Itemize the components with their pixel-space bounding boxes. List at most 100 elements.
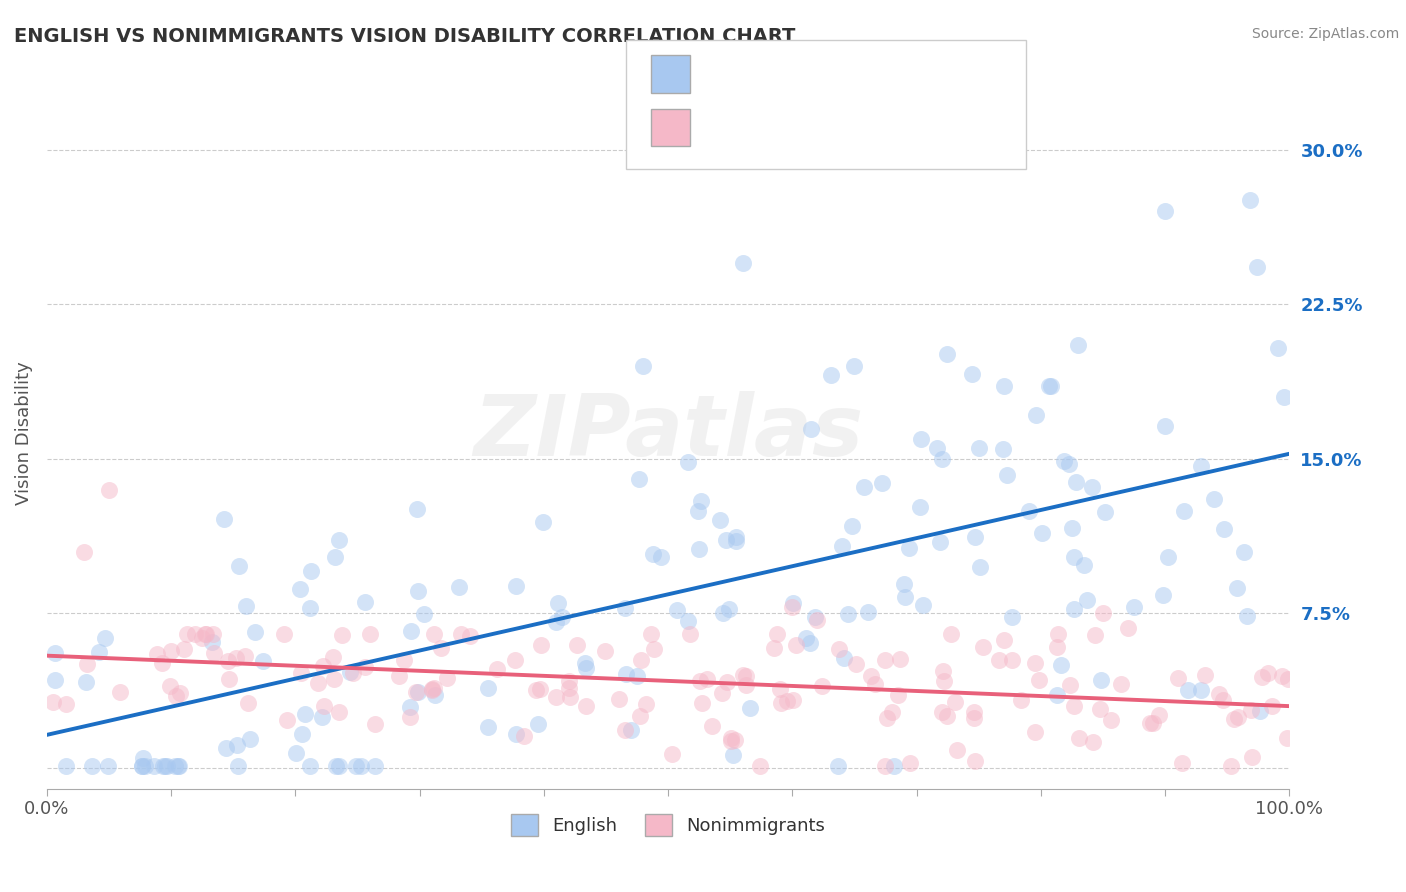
Point	[931, 452, 953, 467]
Point	[311, 710, 333, 724]
Point	[782, 600, 804, 615]
Point	[565, 638, 588, 652]
Point	[152, 759, 174, 773]
Point	[388, 669, 411, 683]
Point	[513, 729, 536, 743]
Point	[202, 646, 225, 660]
Point	[156, 759, 179, 773]
Point	[1062, 521, 1084, 535]
Point	[832, 651, 855, 665]
Point	[290, 665, 312, 680]
Text: Source: ZipAtlas.com: Source: ZipAtlas.com	[1251, 27, 1399, 41]
Point	[420, 681, 443, 696]
Point	[723, 732, 745, 747]
Point	[1053, 453, 1076, 467]
Point	[153, 759, 176, 773]
Point	[720, 731, 742, 746]
Point	[176, 627, 198, 641]
Point	[689, 673, 711, 688]
Point	[692, 696, 714, 710]
Point	[82, 759, 104, 773]
Point	[143, 759, 166, 773]
Point	[217, 654, 239, 668]
Point	[626, 668, 648, 682]
Point	[628, 473, 651, 487]
Point	[228, 558, 250, 573]
Point	[1067, 338, 1090, 352]
Point	[558, 673, 581, 688]
Point	[1025, 409, 1047, 423]
Point	[634, 697, 657, 711]
Point	[55, 759, 77, 773]
Point	[73, 544, 96, 558]
Point	[364, 717, 387, 731]
Point	[897, 541, 920, 556]
Point	[614, 667, 637, 681]
Point	[1261, 699, 1284, 714]
Point	[1024, 656, 1046, 670]
Point	[243, 625, 266, 640]
Point	[661, 747, 683, 761]
Point	[1167, 671, 1189, 685]
Point	[945, 743, 967, 757]
Point	[725, 531, 748, 545]
Point	[330, 628, 353, 642]
Point	[477, 681, 499, 695]
Point	[342, 665, 364, 680]
Point	[1073, 558, 1095, 572]
Point	[1240, 703, 1263, 717]
Point	[527, 717, 550, 731]
Point	[160, 644, 183, 658]
Point	[312, 699, 335, 714]
Point	[486, 662, 509, 676]
Point	[159, 679, 181, 693]
Point	[936, 708, 959, 723]
Point	[322, 672, 344, 686]
Point	[1063, 698, 1085, 713]
Point	[574, 656, 596, 670]
Point	[1046, 627, 1069, 641]
Point	[1157, 549, 1180, 564]
Point	[910, 432, 932, 446]
Point	[524, 682, 547, 697]
Point	[963, 711, 986, 725]
Point	[273, 627, 295, 641]
Point	[1010, 693, 1032, 707]
Point	[1249, 704, 1271, 718]
Point	[678, 614, 700, 628]
Point	[941, 627, 963, 641]
Point	[800, 422, 823, 436]
Point	[738, 701, 761, 715]
Point	[173, 642, 195, 657]
Point	[1212, 693, 1234, 707]
Point	[718, 601, 741, 615]
Point	[1154, 204, 1177, 219]
Point	[782, 596, 804, 610]
Point	[630, 653, 652, 667]
Point	[880, 705, 903, 719]
Point	[399, 624, 422, 638]
Point	[678, 455, 700, 469]
Point	[201, 627, 224, 641]
Point	[1251, 670, 1274, 684]
Point	[931, 706, 953, 720]
Point	[353, 659, 375, 673]
Point	[1171, 756, 1194, 770]
Point	[413, 607, 436, 621]
Text: ENGLISH VS NONIMMIGRANTS VISION DISABILITY CORRELATION CHART: ENGLISH VS NONIMMIGRANTS VISION DISABILI…	[14, 27, 796, 45]
Point	[1069, 731, 1091, 745]
Point	[640, 627, 662, 641]
Point	[328, 706, 350, 720]
Point	[620, 723, 643, 738]
Point	[876, 711, 898, 725]
Point	[1240, 750, 1263, 764]
Point	[1059, 677, 1081, 691]
Point	[354, 595, 377, 609]
Point	[1267, 341, 1289, 355]
Point	[131, 759, 153, 773]
Point	[1024, 724, 1046, 739]
Point	[845, 657, 868, 671]
Point	[420, 683, 443, 698]
Point	[430, 640, 453, 655]
Point	[965, 755, 987, 769]
